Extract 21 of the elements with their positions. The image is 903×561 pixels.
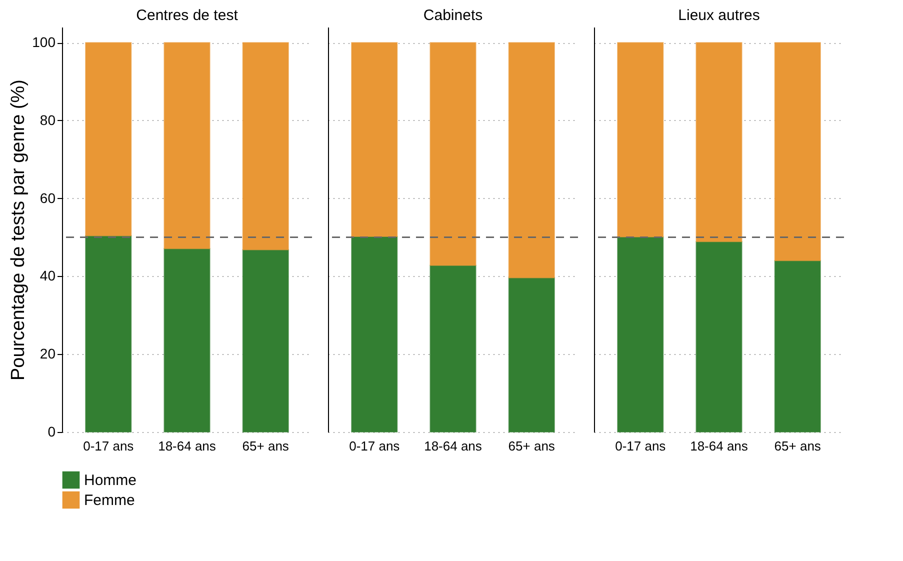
x-tick-label: 18-64 ans [158, 438, 216, 454]
y-tick-label: 0 [48, 424, 56, 440]
chart-title: Lieux autres [678, 7, 760, 24]
chart-title: Centres de test [136, 7, 239, 24]
x-tick-label: 18-64 ans [690, 438, 748, 454]
y-tick-label: 100 [32, 34, 56, 50]
y-tick-label: 60 [40, 190, 56, 206]
legend-label: Homme [84, 472, 137, 489]
x-tick-label: 65+ ans [508, 438, 556, 454]
x-tick-label: 65+ ans [242, 438, 290, 454]
x-tick-label: 0-17 ans [615, 438, 666, 454]
y-tick-label: 20 [40, 346, 56, 362]
x-tick-label: 0-17 ans [349, 438, 400, 454]
x-tick-label: 0-17 ans [83, 438, 134, 454]
y-tick-label: 80 [40, 112, 56, 128]
legend-label: Femme [84, 492, 135, 509]
x-tick-label: 65+ ans [774, 438, 822, 454]
chart-title: Cabinets [423, 7, 483, 24]
y-axis-title: Pourcentage de tests par genre (%) [8, 79, 30, 381]
x-tick-label: 18-64 ans [424, 438, 482, 454]
y-tick-label: 40 [40, 268, 56, 284]
